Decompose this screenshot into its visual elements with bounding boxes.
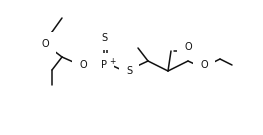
Text: S: S <box>126 66 132 76</box>
Text: P: P <box>101 60 107 70</box>
Text: O: O <box>200 60 208 70</box>
Text: O: O <box>79 60 87 70</box>
Text: +: + <box>109 57 115 65</box>
Text: O: O <box>184 42 192 52</box>
Text: O: O <box>41 39 49 49</box>
Text: S: S <box>101 33 107 43</box>
